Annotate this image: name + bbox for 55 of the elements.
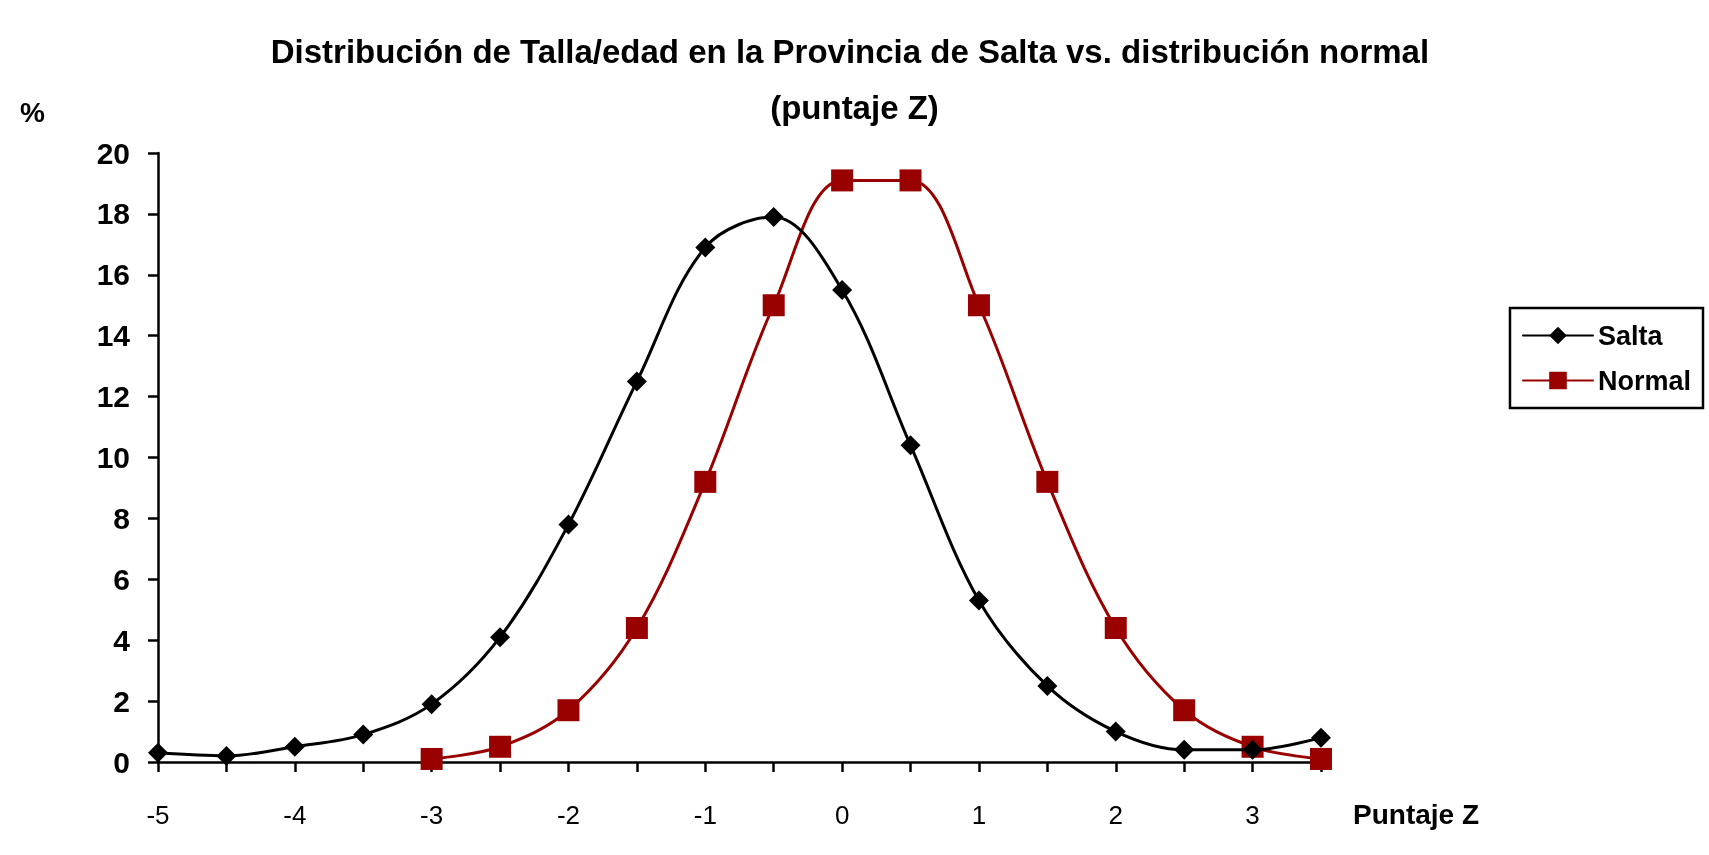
x-tick-label: -5 bbox=[146, 800, 170, 830]
legend-label: Normal bbox=[1597, 365, 1692, 396]
y-tick-label: 4 bbox=[113, 623, 131, 657]
point bbox=[557, 699, 580, 722]
y-tick-label: 10 bbox=[96, 441, 130, 474]
point bbox=[968, 590, 989, 611]
point bbox=[148, 742, 168, 763]
point bbox=[421, 694, 442, 715]
x-tick-label: 1 bbox=[971, 800, 987, 830]
x-axis-title: Puntaje Z bbox=[1353, 798, 1480, 830]
x-tick-label: 3 bbox=[1245, 800, 1260, 830]
legend-label: Salta bbox=[1597, 320, 1664, 351]
y-tick-label: 6 bbox=[113, 562, 130, 596]
y-tick-label: 2 bbox=[113, 684, 130, 718]
point bbox=[1173, 699, 1196, 722]
point bbox=[490, 627, 511, 648]
point bbox=[899, 169, 922, 192]
point bbox=[832, 280, 853, 301]
point bbox=[1311, 727, 1331, 748]
y-tick-label: 14 bbox=[96, 319, 131, 353]
point bbox=[695, 237, 716, 258]
chart-title: Distribución de Talla/edad en la Provincia de Salta vs. distribución normal (puntaje Z) bbox=[270, 32, 1439, 126]
y-tick-label: 16 bbox=[96, 258, 130, 292]
y-tick-label: 12 bbox=[96, 380, 130, 414]
y-tick-label: 0 bbox=[113, 745, 130, 779]
point bbox=[763, 206, 784, 227]
point bbox=[420, 747, 443, 770]
point bbox=[1037, 675, 1058, 696]
x-tick-label: 2 bbox=[1108, 800, 1123, 830]
x-tick-label: -3 bbox=[420, 800, 444, 830]
x-tick-label: -4 bbox=[283, 800, 307, 830]
point bbox=[762, 294, 785, 317]
x-tick-label: 0 bbox=[834, 800, 850, 830]
point bbox=[831, 169, 854, 192]
y-tick-label: 8 bbox=[113, 501, 130, 535]
point bbox=[626, 371, 647, 392]
point bbox=[1174, 739, 1195, 760]
point bbox=[353, 724, 374, 745]
point bbox=[967, 294, 990, 317]
point bbox=[1036, 470, 1059, 493]
point bbox=[1105, 721, 1126, 742]
y-axis-title: % bbox=[20, 96, 45, 128]
y-tick-label: 20 bbox=[96, 136, 130, 170]
point bbox=[1104, 617, 1127, 640]
x-tick-label: -1 bbox=[693, 800, 717, 830]
point bbox=[900, 435, 921, 456]
point bbox=[216, 745, 237, 766]
point bbox=[1310, 747, 1332, 770]
point bbox=[489, 735, 512, 758]
point bbox=[625, 617, 648, 640]
point bbox=[694, 470, 717, 493]
x-tick-label: -2 bbox=[556, 800, 581, 830]
y-tick-label: 18 bbox=[96, 197, 130, 231]
point bbox=[558, 514, 579, 535]
point bbox=[284, 736, 305, 757]
